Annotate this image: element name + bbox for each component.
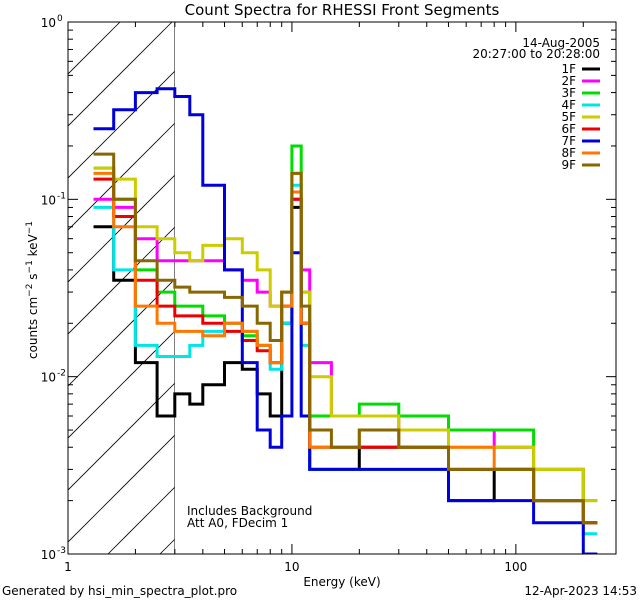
footer-generated-by: Generated by hsi_min_spectra_plot.pro bbox=[2, 584, 237, 598]
y-axis-label: counts cm−2 s−1 keV−1 bbox=[25, 221, 40, 359]
y-axis-label-exponent: −2 bbox=[25, 284, 35, 297]
footer-timestamp: 12-Apr-2023 14:53 bbox=[524, 584, 637, 598]
x-axis-label: Energy (keV) bbox=[303, 575, 380, 589]
legend-label: 5F bbox=[561, 110, 576, 124]
y-axis-label-part: s bbox=[26, 273, 40, 283]
legend-label: 2F bbox=[561, 74, 576, 88]
legend-label: 1F bbox=[561, 62, 576, 76]
y-axis-label-part: keV bbox=[26, 233, 40, 260]
y-tick-exponent: -1 bbox=[57, 191, 66, 201]
series-5F bbox=[93, 166, 598, 503]
y-tick-label: 10 bbox=[41, 548, 56, 562]
chart-title: Count Spectra for RHESSI Front Segments bbox=[185, 1, 500, 19]
plot-frame bbox=[67, 21, 617, 555]
series-8F bbox=[93, 171, 598, 525]
x-axis: 1 10 100 bbox=[64, 22, 584, 574]
x-tick-label: 10 bbox=[284, 560, 299, 574]
legend-label: 8F bbox=[561, 146, 576, 160]
legend-label: 4F bbox=[561, 98, 576, 112]
legend-label: 6F bbox=[561, 122, 576, 136]
legend-label: 9F bbox=[561, 158, 576, 172]
y-tick-exponent: 0 bbox=[57, 14, 63, 24]
x-tick-label: 100 bbox=[504, 560, 527, 574]
shaded-region bbox=[68, 22, 616, 554]
hatch-mask bbox=[174, 22, 616, 554]
x-tick-label: 1 bbox=[64, 560, 72, 574]
y-tick-label: 10 bbox=[41, 371, 56, 385]
date-label: 14-Aug-2005 bbox=[522, 36, 600, 50]
y-axis-label-part: counts cm bbox=[26, 297, 40, 359]
series-layer bbox=[93, 87, 598, 554]
series-9F bbox=[93, 152, 598, 525]
legend-label: 3F bbox=[561, 86, 576, 100]
annotation-background: Includes Background bbox=[187, 504, 312, 518]
y-axis-label-exponent: −1 bbox=[25, 260, 35, 273]
series-7F bbox=[93, 87, 598, 554]
y-tick-exponent: -2 bbox=[57, 369, 66, 379]
y-tick-label: 10 bbox=[41, 193, 56, 207]
y-tick-label: 10 bbox=[41, 16, 56, 30]
time-range-label: 20:27:00 to 20:28:00 bbox=[473, 47, 600, 61]
hatch-line bbox=[68, 22, 121, 75]
hatch-line bbox=[68, 22, 173, 127]
legend-label: 7F bbox=[561, 134, 576, 148]
annotation-attenuator: Att A0, FDecim 1 bbox=[187, 516, 288, 530]
y-tick-exponent: -3 bbox=[57, 546, 66, 556]
y-axis-label-exponent: −1 bbox=[25, 221, 35, 234]
